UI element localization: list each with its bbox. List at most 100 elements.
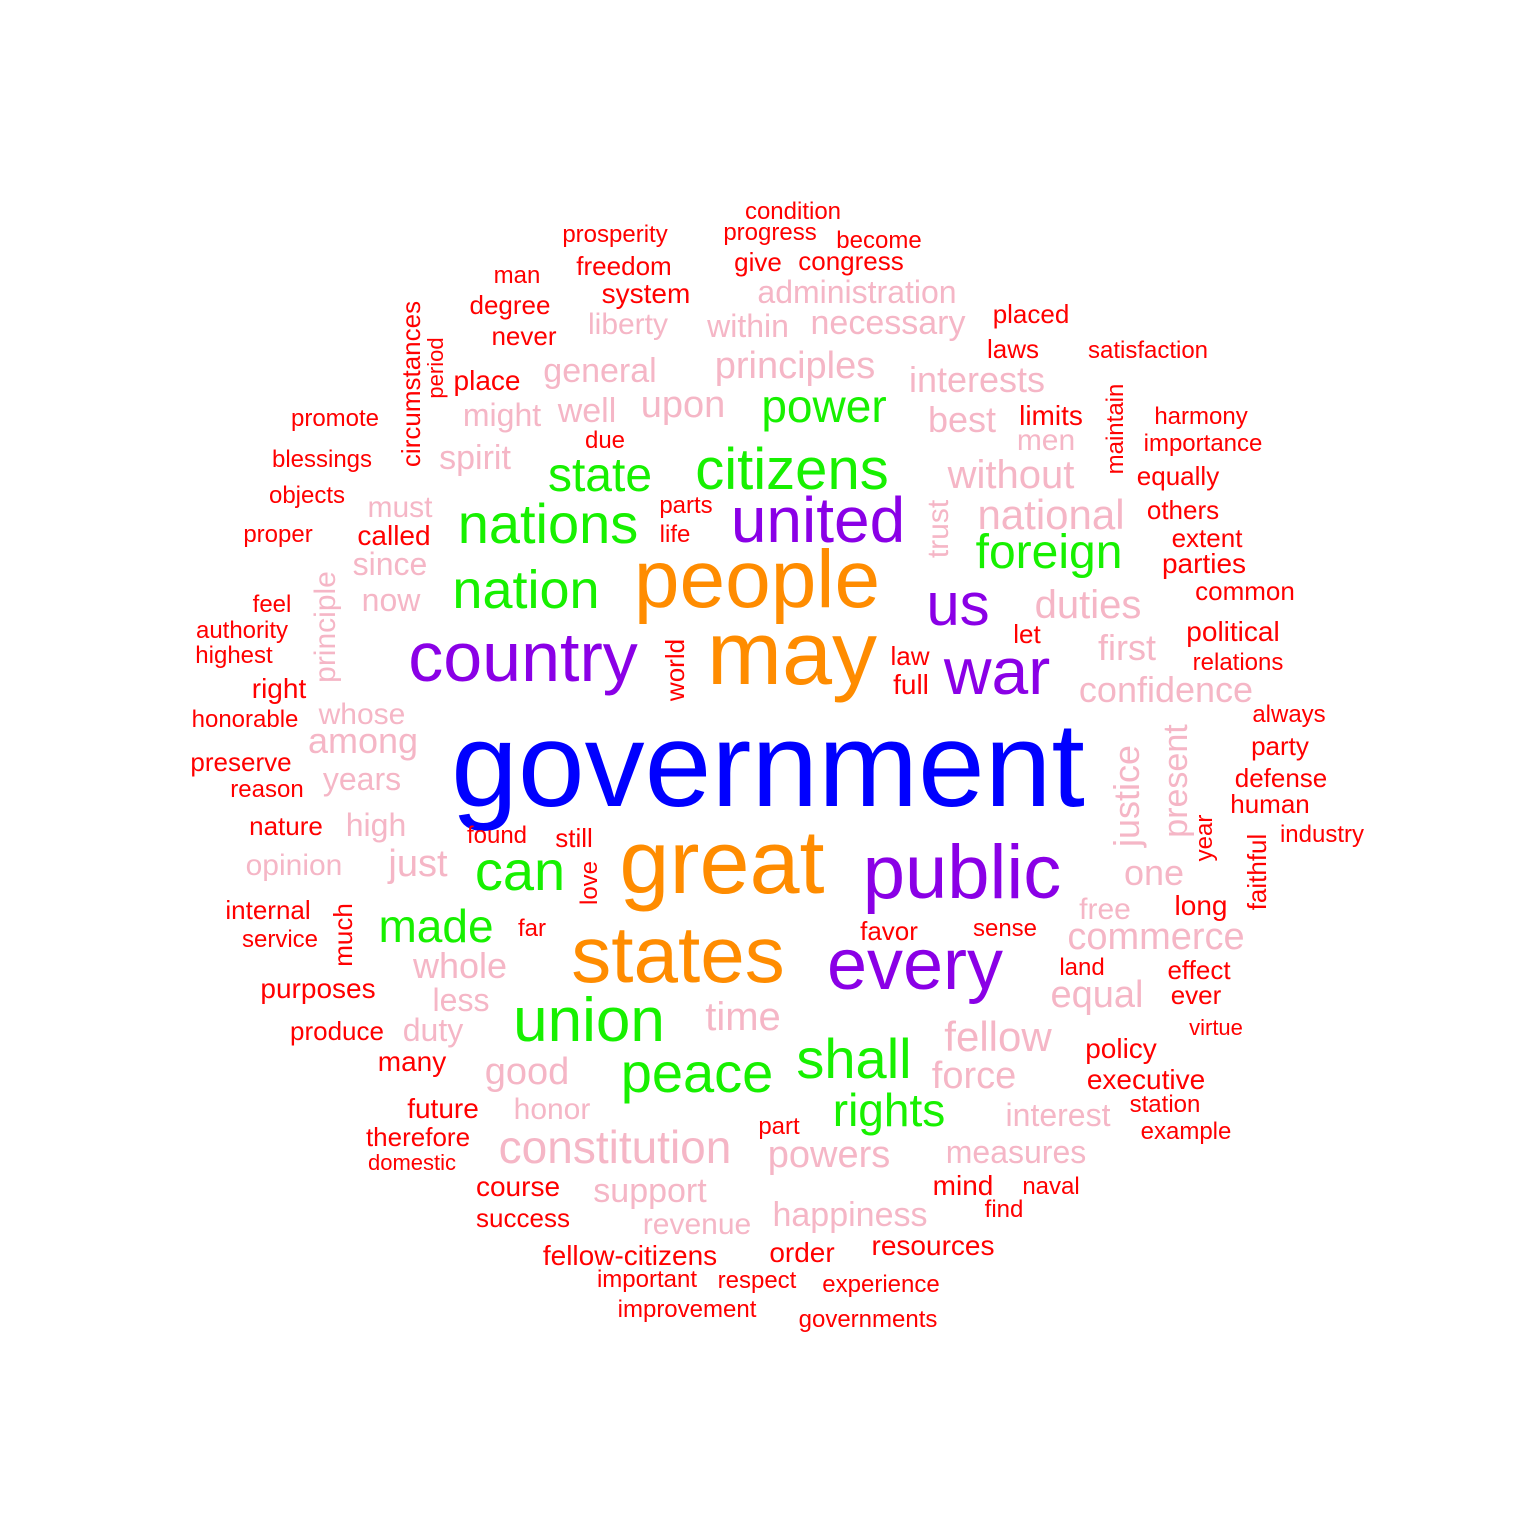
word-liberty: liberty	[587, 308, 669, 341]
word-may: may	[706, 604, 878, 704]
word-power: power	[761, 380, 887, 432]
word-industry: industry	[1279, 821, 1365, 848]
word-naval: naval	[1022, 1173, 1080, 1200]
word-right: right	[251, 673, 307, 704]
word-government: government	[451, 698, 1085, 832]
word-nature: nature	[249, 811, 323, 841]
word-ever: ever	[1170, 980, 1222, 1010]
word-since: since	[352, 546, 428, 582]
word-time: time	[705, 995, 781, 1039]
word-united: united	[730, 484, 906, 556]
word-progress: progress	[723, 219, 817, 246]
word-whole: whole	[412, 945, 508, 986]
word-course: course	[475, 1171, 561, 1202]
word-called: called	[357, 520, 431, 551]
word-one: one	[1123, 852, 1185, 893]
word-now: now	[361, 582, 421, 618]
word-laws: laws	[986, 334, 1040, 364]
word-improvement: improvement	[617, 1296, 757, 1323]
word-powers: powers	[767, 1134, 891, 1176]
word-harmony: harmony	[1154, 403, 1248, 430]
word-peace: peace	[620, 1041, 774, 1104]
word-well: well	[557, 392, 617, 430]
word-first: first	[1098, 627, 1156, 668]
word-proper: proper	[243, 521, 313, 548]
word-men: men	[1016, 424, 1076, 457]
word-world: world	[660, 638, 690, 702]
word-love: love	[576, 860, 603, 906]
word-present: present	[1157, 724, 1195, 838]
word-degree: degree	[469, 290, 551, 320]
word-honor: honor	[513, 1093, 591, 1126]
word-success: success	[476, 1203, 570, 1233]
word-important: important	[596, 1266, 698, 1293]
word-circumstances: circumstances	[396, 300, 426, 468]
word-future: future	[407, 1093, 479, 1124]
word-justice: justice	[1106, 744, 1147, 848]
word-war: war	[943, 634, 1051, 708]
word-state: state	[547, 449, 653, 502]
word-always: always	[1252, 701, 1326, 728]
word-feel: feel	[252, 591, 292, 618]
word-blessings: blessings	[271, 446, 373, 473]
word-interests: interests	[908, 359, 1046, 400]
word-many: many	[377, 1046, 447, 1077]
word-faithful: faithful	[1242, 833, 1272, 911]
word-life: life	[659, 521, 691, 548]
word-congress: congress	[798, 246, 904, 276]
word-states: states	[571, 910, 785, 999]
word-effect: effect	[1167, 955, 1231, 985]
word-promote: promote	[290, 405, 380, 432]
word-highest: highest	[195, 642, 273, 669]
word-full: full	[893, 669, 929, 700]
word-best: best	[927, 399, 997, 440]
word-happiness: happiness	[772, 1196, 928, 1234]
word-foreign: foreign	[975, 526, 1123, 579]
word-fellow-citizens: fellow-citizens	[542, 1240, 718, 1271]
word-period: period	[423, 337, 448, 399]
word-within: within	[707, 308, 789, 344]
word-union: union	[513, 986, 665, 1055]
word-might: might	[462, 397, 542, 433]
word-people: people	[633, 534, 881, 625]
word-policy: policy	[1085, 1033, 1157, 1064]
word-favor: favor	[860, 916, 918, 946]
word-system: system	[601, 278, 691, 309]
word-extent: extent	[1171, 523, 1243, 553]
word-parts: parts	[659, 492, 713, 519]
word-virtue: virtue	[1189, 1015, 1243, 1040]
word-mind: mind	[932, 1170, 994, 1201]
word-nation: nation	[452, 560, 600, 620]
word-satisfaction: satisfaction	[1087, 337, 1209, 364]
word-equally: equally	[1136, 461, 1220, 491]
word-executive: executive	[1086, 1064, 1206, 1095]
word-found: found	[466, 822, 528, 849]
word-parties: parties	[1161, 548, 1247, 579]
word-among: among	[307, 720, 419, 761]
word-let: let	[1013, 619, 1041, 649]
word-principles: principles	[714, 345, 876, 387]
word-experience: experience	[822, 1271, 940, 1298]
word-great: great	[619, 813, 825, 913]
word-authority: authority	[195, 617, 289, 644]
word-place: place	[453, 365, 521, 396]
word-sense: sense	[972, 915, 1038, 942]
word-revenue: revenue	[642, 1208, 752, 1241]
word-still: still	[555, 823, 593, 853]
word-man: man	[493, 262, 541, 289]
word-land: land	[1059, 954, 1105, 981]
word-year: year	[1191, 814, 1218, 862]
word-administration: administration	[757, 274, 957, 310]
word-force: force	[931, 1055, 1017, 1097]
word-placed: placed	[992, 299, 1070, 329]
word-shall: shall	[796, 1027, 912, 1090]
word-political: political	[1186, 616, 1280, 647]
word-become: become	[836, 227, 922, 254]
word-us: us	[926, 571, 990, 638]
word-find: find	[984, 1196, 1024, 1223]
word-freedom: freedom	[576, 251, 672, 281]
word-upon: upon	[640, 384, 726, 426]
word-opinion: opinion	[245, 849, 343, 882]
word-domestic: domestic	[367, 1150, 457, 1175]
